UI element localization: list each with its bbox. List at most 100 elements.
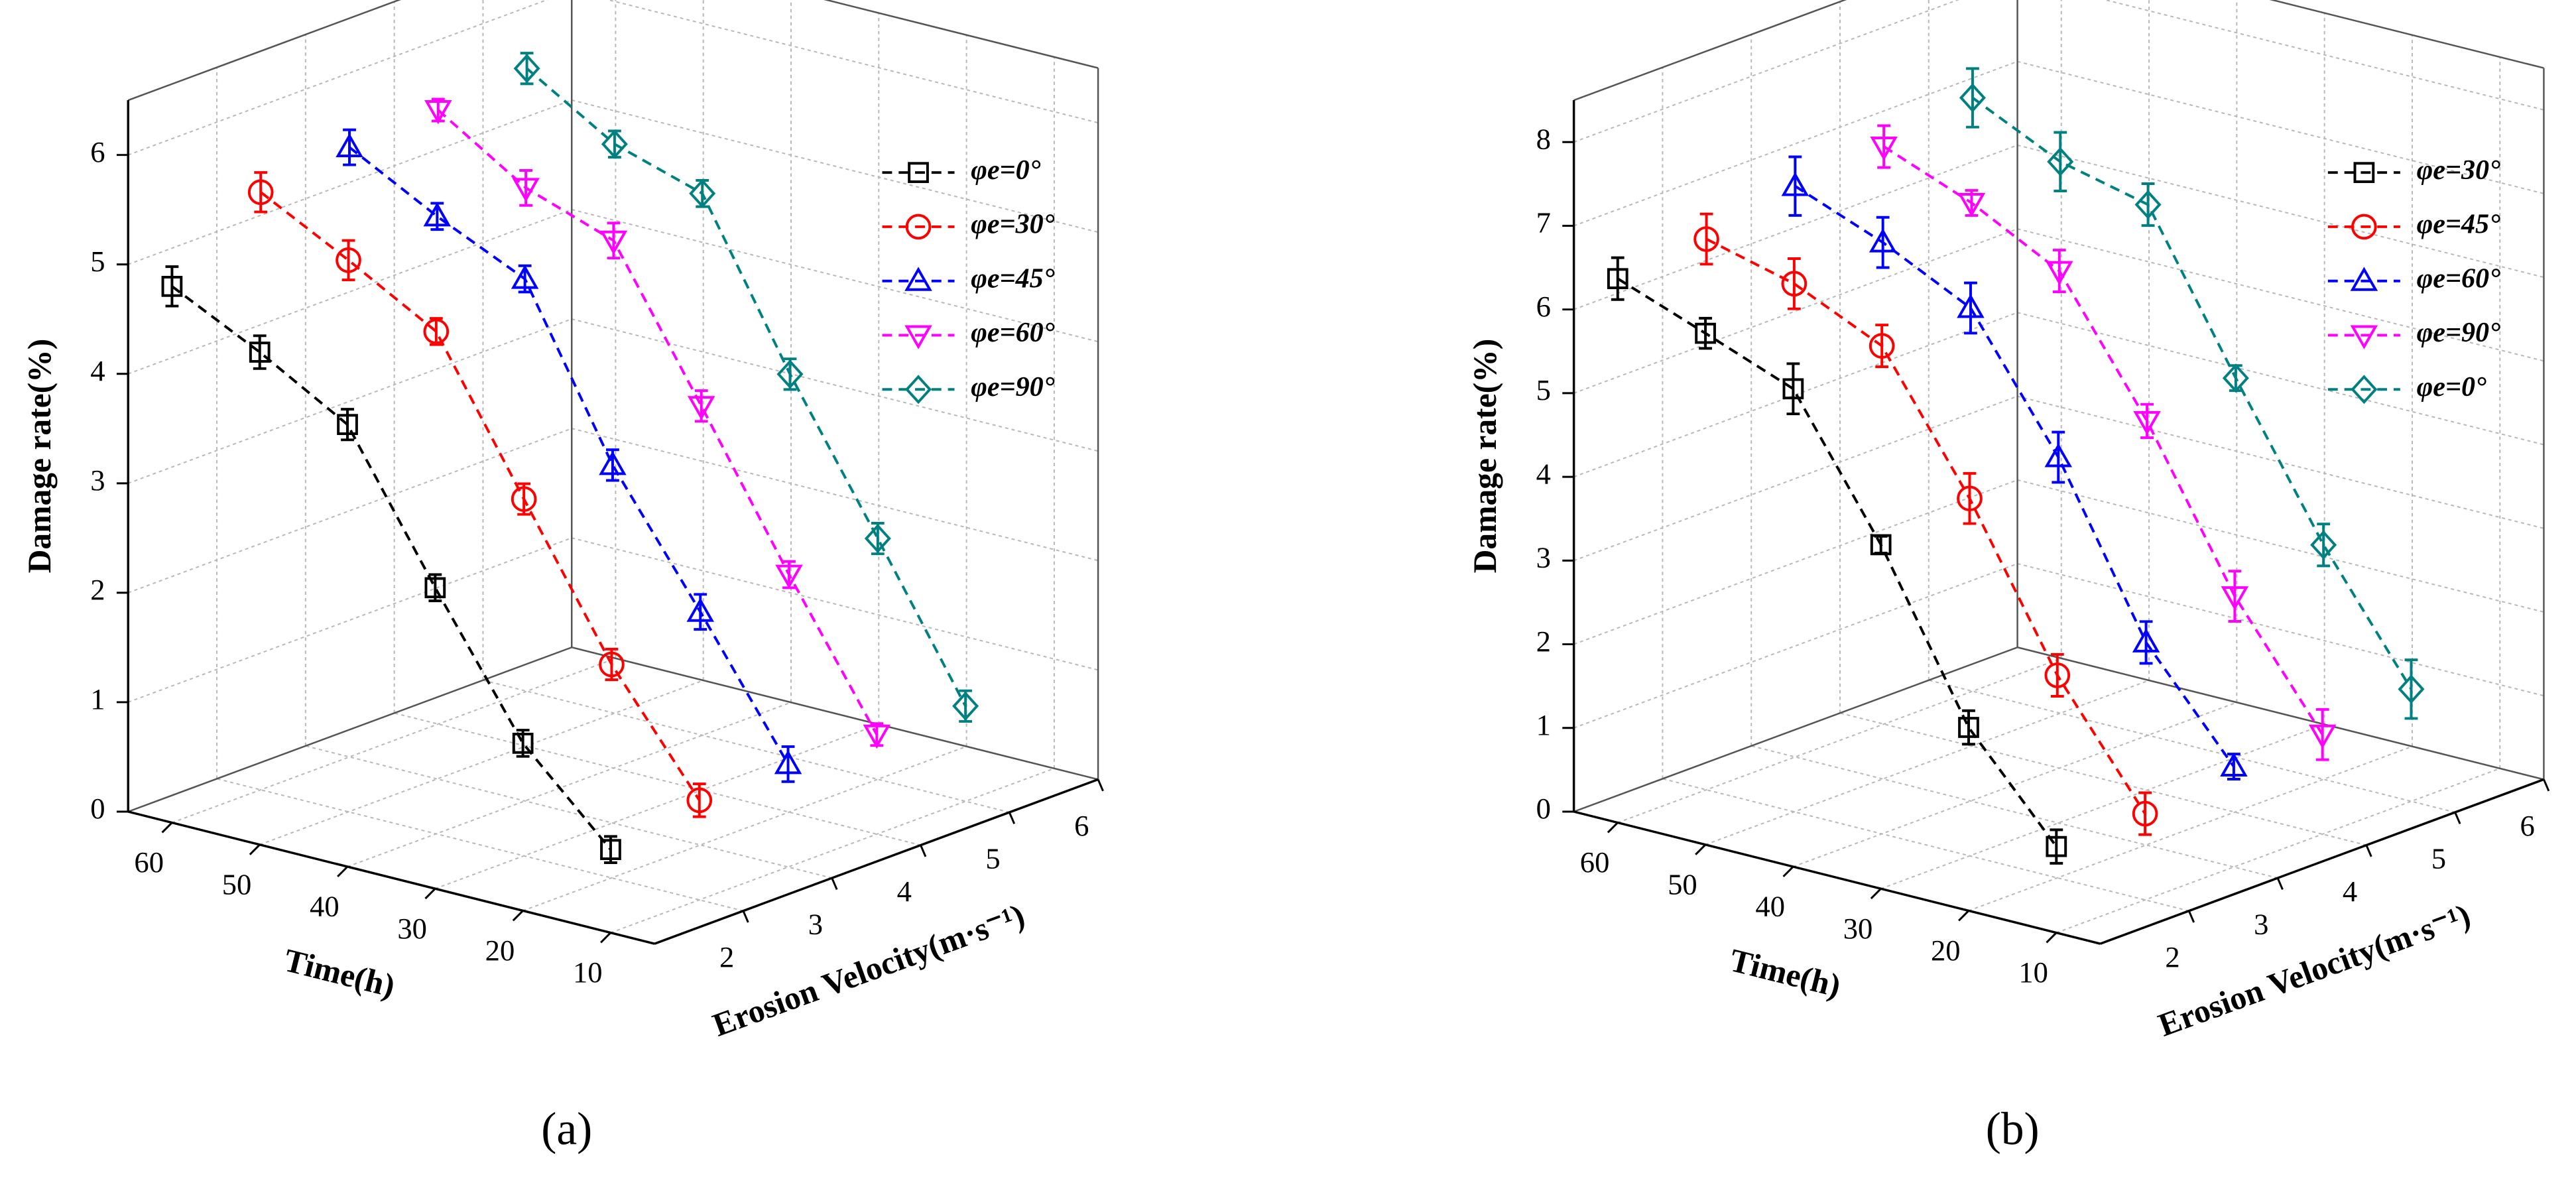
marker <box>1869 333 1895 359</box>
z-tick-label: 1 <box>1536 708 1551 741</box>
marker <box>600 839 621 861</box>
grid-line <box>1750 745 2278 879</box>
grid-line <box>1839 712 2367 846</box>
x-tick-label: 40 <box>1755 890 1785 923</box>
z-tick-label: 5 <box>1536 373 1551 406</box>
series-line <box>1883 145 2324 735</box>
grid-line <box>571 99 1099 233</box>
x-tick-label: 20 <box>1931 934 1961 967</box>
grid-line <box>1573 479 2018 645</box>
z-tick-label: 0 <box>90 792 105 825</box>
marker <box>2398 674 2425 704</box>
marker <box>1957 294 1985 318</box>
grid-line <box>1793 702 2237 867</box>
x-tick-label: 60 <box>1580 845 1610 879</box>
marker <box>336 133 363 158</box>
tick-mark <box>2365 844 2372 857</box>
grid-line <box>434 723 879 890</box>
y-tick-label: 6 <box>1074 809 1089 842</box>
marker <box>599 651 625 678</box>
z-tick-label: 4 <box>90 354 105 387</box>
series-line <box>1617 277 2057 847</box>
tick-mark <box>920 844 927 857</box>
caption: (b) <box>1986 1104 2040 1155</box>
marker <box>1607 268 1628 290</box>
legend-label: φe=60° <box>971 317 1054 348</box>
tick-mark <box>337 865 349 877</box>
tick-mark <box>2276 877 2284 891</box>
marker <box>689 178 716 208</box>
legend-marker <box>905 214 932 240</box>
tick-mark <box>1008 812 1016 824</box>
box-edge <box>824 0 1099 69</box>
marker <box>161 275 183 297</box>
x-axis <box>127 810 655 945</box>
grid-line <box>1705 680 2150 845</box>
legend-label: φe=0° <box>971 155 1040 186</box>
x-tick-label: 40 <box>310 890 339 923</box>
grid-line <box>2017 563 2544 697</box>
marker <box>686 597 714 622</box>
marker <box>2044 443 2073 467</box>
grid-line <box>1662 778 2189 912</box>
z-tick-label: 3 <box>1536 541 1551 574</box>
marker <box>1693 226 1719 252</box>
marker <box>599 230 628 255</box>
marker <box>2134 190 2162 219</box>
tick-mark <box>512 910 524 922</box>
x-axis <box>1573 810 2101 945</box>
tick-mark <box>249 843 261 855</box>
marker <box>1782 378 1804 400</box>
grid-line <box>606 0 1099 124</box>
tick-mark <box>1695 843 1707 855</box>
tick-mark <box>2454 812 2461 824</box>
marker <box>601 129 628 159</box>
marker <box>1781 271 1808 297</box>
x-tick-label: 10 <box>2018 956 2048 989</box>
box-edge <box>2269 0 2544 69</box>
grid-line <box>571 209 1099 343</box>
y-tick-label: 3 <box>2254 908 2268 941</box>
legend-marker <box>904 325 932 349</box>
series-line <box>437 109 879 735</box>
grid-line <box>216 778 744 912</box>
tick-mark <box>2187 910 2195 923</box>
marker <box>2133 410 2161 436</box>
marker <box>512 733 534 754</box>
z-tick-label: 5 <box>90 245 105 278</box>
marker <box>1957 485 1983 512</box>
grid-line <box>1573 312 2018 478</box>
grid-line <box>2017 312 2544 446</box>
tick-mark <box>1782 865 1794 877</box>
x-tick-label: 30 <box>1843 912 1873 945</box>
marker <box>1869 228 1897 253</box>
z-tick-label: 0 <box>1536 792 1551 825</box>
series-line <box>1705 237 2146 815</box>
legend-label: φe=90° <box>971 371 1054 403</box>
marker <box>1957 193 1986 218</box>
grid-line <box>571 428 1099 562</box>
marker <box>775 564 803 589</box>
marker <box>2220 752 2248 777</box>
y-tick-label: 5 <box>2431 842 2446 875</box>
y-tick-label: 3 <box>808 908 823 941</box>
marker <box>863 724 891 749</box>
marker <box>336 247 361 273</box>
z-tick-label: 3 <box>90 464 105 497</box>
marker <box>686 787 713 814</box>
box-edge <box>127 0 401 101</box>
marker <box>2047 147 2074 176</box>
y-tick-label: 4 <box>2343 875 2357 908</box>
grid-line <box>127 428 572 593</box>
marker <box>1958 717 1979 738</box>
y-tick-label: 4 <box>897 875 912 908</box>
tick-mark <box>1607 822 1619 834</box>
series-line <box>1794 185 2235 768</box>
marker <box>2044 662 2071 688</box>
grid-line <box>1617 657 2062 824</box>
marker <box>2046 261 2073 285</box>
tick-mark <box>600 932 612 944</box>
marker <box>952 691 979 721</box>
